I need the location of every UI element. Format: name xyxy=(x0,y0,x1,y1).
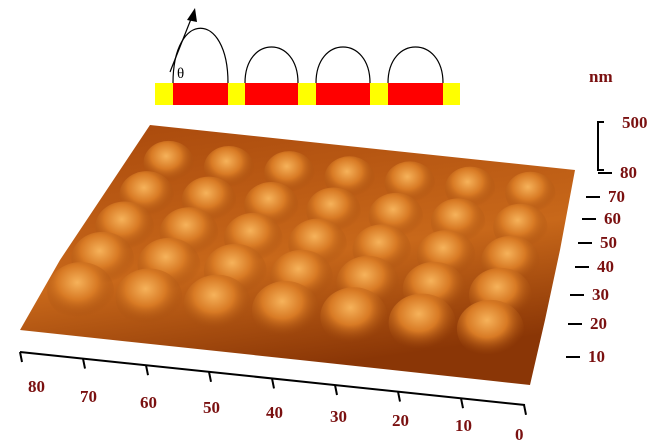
bump xyxy=(115,268,182,326)
tick xyxy=(83,359,85,369)
depth-tick-label: 60 xyxy=(604,209,621,228)
tick xyxy=(461,398,463,408)
bump xyxy=(184,275,251,333)
x-tick-label: 30 xyxy=(330,407,347,426)
tick xyxy=(272,378,274,388)
tick xyxy=(335,385,337,395)
x-tick-label: 50 xyxy=(203,398,220,417)
depth-tick-label: 40 xyxy=(597,257,614,276)
depth-tick-label: 30 xyxy=(592,285,609,304)
tick xyxy=(209,372,211,382)
depth-tick-label: 50 xyxy=(600,233,617,252)
x-tick-label: 80 xyxy=(28,377,45,396)
arc xyxy=(388,47,443,83)
angle-label: θ xyxy=(177,66,184,82)
depth-tick-label: 70 xyxy=(608,187,625,206)
x-tick-label: 20 xyxy=(392,411,409,430)
block xyxy=(388,83,443,105)
scale-label: 500 xyxy=(622,113,648,132)
block xyxy=(245,83,298,105)
tick xyxy=(524,405,526,415)
bump xyxy=(389,294,456,352)
block xyxy=(173,83,228,105)
depth-tick-label: 10 xyxy=(588,347,605,366)
tick xyxy=(146,365,148,375)
x-tick-label: 70 xyxy=(80,387,97,406)
x-tick-label: 10 xyxy=(455,416,472,435)
unit-label: nm xyxy=(589,67,613,86)
x-tick-label: 40 xyxy=(266,403,283,422)
depth-tick-label: 20 xyxy=(590,314,607,333)
tick xyxy=(398,392,400,402)
bump xyxy=(47,262,114,320)
block xyxy=(316,83,370,105)
bump xyxy=(320,287,387,345)
scale-bar xyxy=(598,122,604,170)
depth-tick-label: 80 xyxy=(620,163,637,182)
bump xyxy=(252,281,319,339)
figure: θ nm 500 80 70 60 50 40 30 20 10 80 70 60 50 40 30 20 1… xyxy=(0,0,659,442)
x-tick-label: 60 xyxy=(140,393,157,412)
arc xyxy=(245,47,298,83)
schematic: θ xyxy=(155,8,460,105)
bump xyxy=(457,300,524,358)
x-tick-label: 0 xyxy=(515,425,524,442)
arrow xyxy=(170,14,193,72)
arc xyxy=(316,47,370,83)
tick xyxy=(20,352,22,362)
arrow-head xyxy=(187,8,197,22)
